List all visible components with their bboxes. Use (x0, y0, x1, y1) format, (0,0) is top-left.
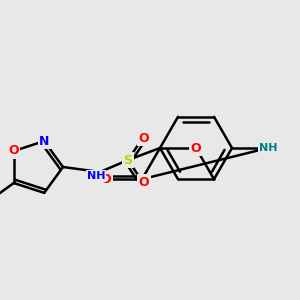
Text: NH: NH (259, 143, 277, 153)
Text: O: O (8, 145, 19, 158)
Text: O: O (101, 173, 111, 186)
Text: S: S (124, 154, 133, 166)
Text: O: O (191, 142, 201, 154)
Text: O: O (139, 131, 149, 145)
Text: N: N (39, 135, 50, 148)
Text: NH: NH (87, 171, 105, 181)
Text: O: O (139, 176, 149, 188)
